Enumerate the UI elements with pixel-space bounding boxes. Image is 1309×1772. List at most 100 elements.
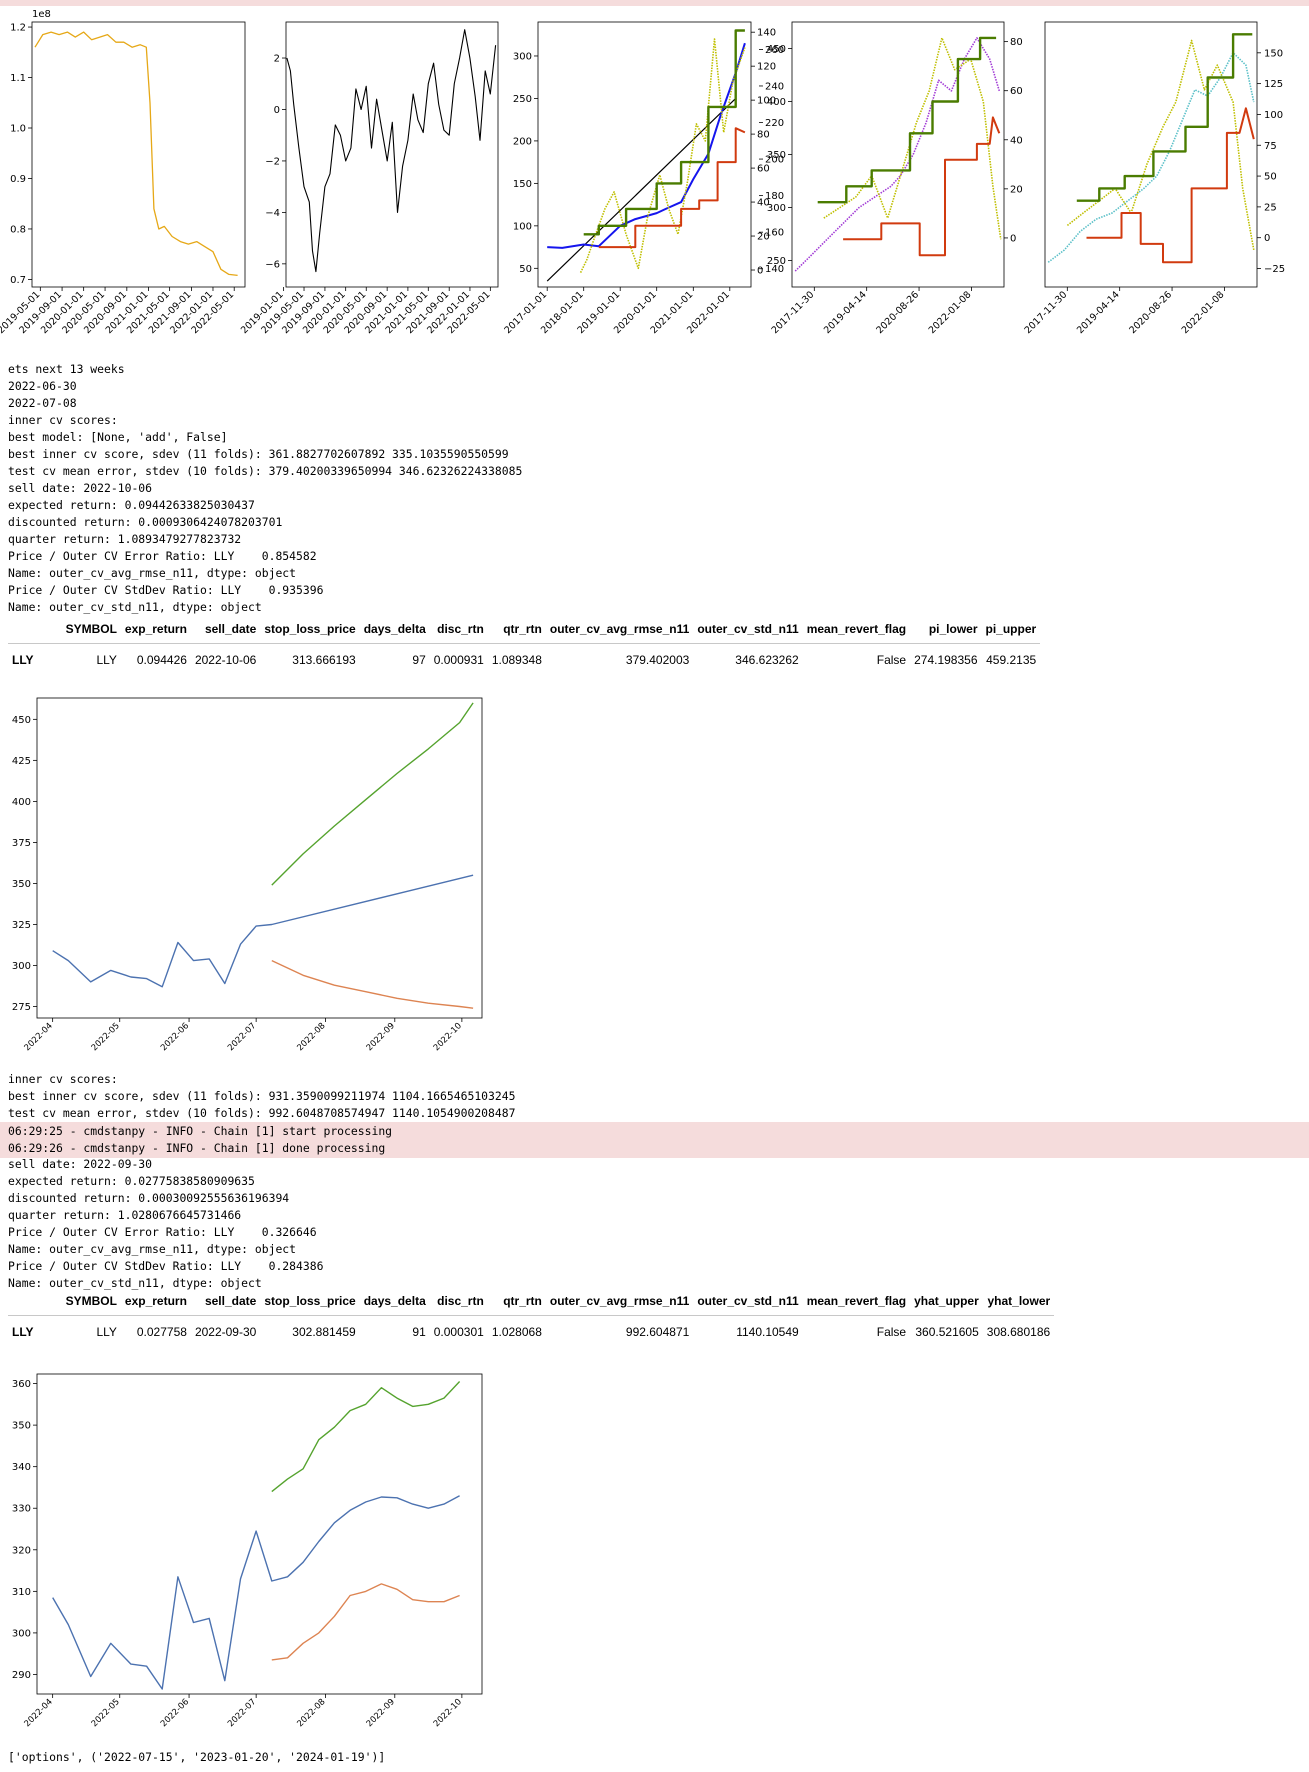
- series-line: [271, 1381, 461, 1493]
- output-line: ['options', ('2022-07-15', '2023-01-20',…: [8, 1750, 386, 1764]
- x-tick-label: 2022-09: [365, 1021, 397, 1053]
- right-y-tick-label: 100: [757, 96, 776, 107]
- series-line: [823, 37, 1002, 240]
- table-cell: 360.521605: [915, 1325, 979, 1339]
- plot-frame: [1044, 21, 1258, 288]
- right-y-tick-label: 20: [1010, 184, 1023, 195]
- previous-stderr-strip: [0, 0, 1309, 6]
- series-line: [794, 37, 1001, 272]
- right-y-tick-label: 80: [1010, 37, 1023, 48]
- series-line: [547, 42, 746, 249]
- y-tick-label: 450: [767, 44, 786, 55]
- right-y-tick-label: 60: [1010, 86, 1023, 97]
- table-column-header: outer_cv_std_n11: [693, 1287, 803, 1316]
- y-tick-label: 50: [1264, 172, 1277, 183]
- table-column-header: outer_cv_std_n11: [693, 615, 803, 644]
- table-column-header: pi_lower: [910, 615, 982, 644]
- table-column-header: mean_revert_flag: [802, 1287, 911, 1316]
- output-block-1: ets next 13 weeks 2022-06-30 2022-07-08 …: [8, 361, 522, 616]
- output-block-2: inner cv scores: best inner cv score, sd…: [8, 1071, 515, 1122]
- x-tick-label: 2022-01-08: [927, 289, 974, 336]
- y-tick-label: 1.0: [10, 124, 26, 135]
- x-tick-label: 2022-10: [432, 1021, 464, 1053]
- y-tick-label: −6: [265, 259, 280, 270]
- table-row-index: LLY: [12, 653, 34, 667]
- y-tick-label: 75: [1264, 141, 1277, 152]
- series-line: [1076, 33, 1253, 202]
- y-tick-label: 350: [767, 150, 786, 161]
- x-tick-label: 2017-11-30: [1023, 289, 1070, 336]
- y-tick-label: −4: [265, 208, 280, 219]
- right-y-tick-label: 260: [765, 45, 784, 56]
- series-line: [817, 36, 997, 204]
- table-column-header: stop_loss_price: [260, 615, 360, 644]
- right-y-tick-label: 140: [757, 28, 776, 39]
- output-line: test cv mean error, stdev (10 folds): 99…: [8, 1106, 516, 1120]
- table-column-header: outer_cv_avg_rmse_n11: [545, 1287, 694, 1316]
- right-y-tick-label: 60: [757, 164, 770, 175]
- table-header-row: SYMBOL exp_return sell_date stop_loss_price…: [8, 615, 1041, 644]
- table-cell: 274.198356: [914, 653, 978, 667]
- output-line: Price / Outer CV StdDev Ratio: LLY 0.284…: [8, 1259, 324, 1273]
- table-column-header: SYMBOL: [61, 1287, 121, 1316]
- output-line: ets next 13 weeks: [8, 362, 125, 376]
- y-tick-label: 1.1: [10, 73, 26, 84]
- x-tick-label: 2022-04: [23, 1697, 55, 1729]
- table-index-header: [8, 615, 62, 644]
- table-column-header: exp_return: [120, 615, 191, 644]
- table-cell: LLY: [96, 653, 117, 667]
- table-column-header: exp_return: [120, 1287, 191, 1316]
- table-column-header: pi_upper: [981, 615, 1041, 644]
- x-tick-label: 2017-11-30: [770, 289, 817, 336]
- y-tick-label: 450: [12, 715, 31, 726]
- x-tick-label: 2022-06: [159, 1697, 191, 1729]
- table-cell: False: [876, 1325, 907, 1339]
- plot-frame: [31, 21, 246, 288]
- right-y-tick-label: 20: [757, 232, 770, 243]
- y-tick-label: −25: [1264, 264, 1285, 275]
- right-y-tick-label: 40: [1010, 135, 1023, 146]
- output-line: best inner cv score, sdev (11 folds): 93…: [8, 1089, 516, 1103]
- axis-offset-text: 1e8: [32, 9, 51, 20]
- output-line: best model: [None, 'add', False]: [8, 430, 228, 444]
- right-y-tick-label: 220: [765, 118, 784, 129]
- series-line: [583, 29, 745, 236]
- right-y-tick-label: 180: [765, 191, 784, 202]
- right-y-tick-label: 0: [1010, 233, 1016, 244]
- series-line: [1066, 39, 1255, 251]
- forecast-chart-2: 290 300 310 320 330 340 350 360 2022-04 2022-05 20…: [12, 1373, 483, 1729]
- stderr-text: 06:29:25 - cmdstanpy - INFO - Chain [1] …: [8, 1123, 392, 1157]
- output-line: 06:29:25 - cmdstanpy - INFO - Chain [1] …: [8, 1124, 393, 1138]
- y-tick-label: 0: [1264, 233, 1270, 244]
- output-line: best inner cv score, sdev (11 folds): 36…: [8, 447, 509, 461]
- y-tick-label: 425: [12, 756, 31, 767]
- y-tick-label: 300: [12, 961, 31, 972]
- y-tick-label: 320: [12, 1545, 31, 1556]
- x-tick-label: 2022-08: [295, 1021, 327, 1053]
- series-line: [546, 97, 737, 282]
- table-cell: 1140.10549: [736, 1325, 799, 1339]
- x-tick-label: 2022-07: [226, 1697, 258, 1729]
- series-line: [271, 702, 474, 886]
- output-line: Price / Outer CV Error Ratio: LLY 0.8545…: [8, 549, 317, 563]
- chart-group: 275 300 325 350 375 400 425 450 2022-04 2022-05 20…: [12, 697, 483, 1053]
- x-tick-label: 2019-04-14: [1075, 289, 1122, 336]
- plot-frame: [36, 1373, 483, 1695]
- y-tick-label: −2: [265, 156, 280, 167]
- output-block-4: ['options', ('2022-07-15', '2023-01-20',…: [8, 1749, 385, 1766]
- table-column-header: sell_date: [190, 1287, 261, 1316]
- table-cell: 0.000301: [433, 1325, 484, 1339]
- series-line: [271, 959, 474, 1009]
- series-line: [34, 31, 238, 277]
- output-line: test cv mean error, stdev (10 folds): 37…: [8, 464, 523, 478]
- y-tick-label: 400: [12, 797, 31, 808]
- series-line: [1086, 107, 1255, 264]
- output-line: sell date: 2022-09-30: [8, 1157, 153, 1171]
- table-header-row: SYMBOL exp_return sell_date stop_loss_price…: [8, 1287, 1055, 1316]
- table-row: LLY LLY 0.094426 2022-10-06 313.666193 97 0.00…: [8, 644, 1040, 677]
- series-line: [1047, 51, 1255, 263]
- x-tick-label: 2022-10: [432, 1697, 464, 1729]
- table-column-header: mean_revert_flag: [802, 615, 911, 644]
- output-line: quarter return: 1.0893479277823732: [8, 532, 242, 546]
